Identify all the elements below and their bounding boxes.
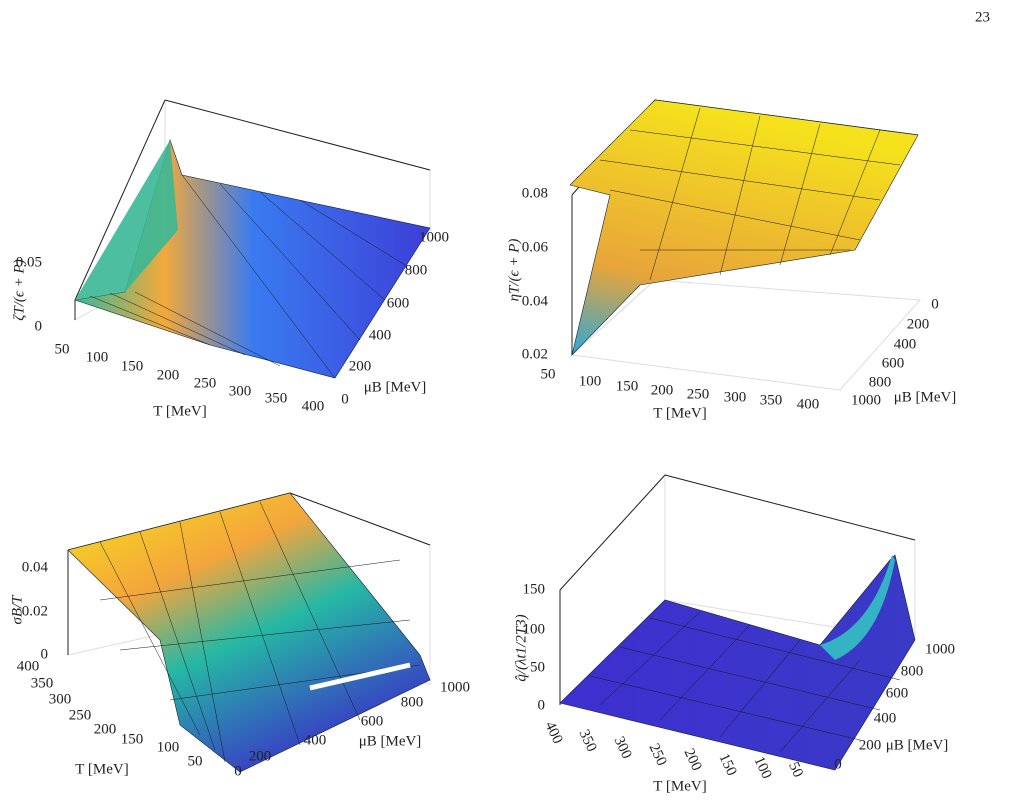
z-tick-label: 0.08 [522, 185, 548, 201]
z-tick-label: 0.04 [522, 293, 549, 309]
x-tick-label: 300 [49, 691, 72, 707]
x-tick-label: 50 [55, 341, 70, 357]
x-tick-label: 200 [157, 367, 180, 383]
x-tick-label: 100 [751, 754, 775, 781]
x-tick-label: 350 [265, 390, 288, 406]
z-axis-label: σB/T [9, 594, 25, 625]
plot-4-frame [559, 473, 916, 771]
x-tick-label: 400 [17, 658, 40, 674]
x-tick-label: 100 [86, 349, 109, 365]
y-tick-label: 1000 [925, 641, 955, 657]
y-tick-label: 600 [361, 713, 384, 729]
y-tick-label: 800 [401, 694, 424, 710]
z-tick-label: 0.02 [22, 603, 48, 619]
y-tick-label: 800 [901, 663, 924, 679]
y-tick-label: 200 [249, 748, 272, 764]
y-tick-label: 400 [894, 336, 917, 352]
x-tick-label: 300 [611, 734, 635, 761]
x-tick-label: 250 [687, 386, 710, 402]
x-tick-label: 150 [716, 751, 740, 778]
y-axis-label: μB [MeV] [364, 379, 427, 395]
x-tick-label: 50 [188, 753, 203, 769]
y-tick-label: 400 [369, 327, 392, 343]
y-tick-label: 0 [234, 763, 242, 779]
z-tick-label: 50 [530, 659, 545, 675]
y-axis-label: μB [MeV] [894, 389, 957, 405]
x-tick-label: 200 [681, 746, 705, 773]
x-tick-label: 350 [31, 675, 54, 691]
y-tick-label: 1000 [440, 679, 470, 695]
x-tick-label: 350 [576, 727, 600, 754]
y-tick-label: 800 [869, 374, 892, 390]
z-tick-label: 0.04 [22, 559, 49, 575]
x-tick-label: 150 [121, 731, 144, 747]
z-tick-label: 0 [35, 318, 43, 334]
x-tick-label: 50 [541, 366, 556, 382]
z-tick-label: 100 [523, 621, 546, 637]
x-tick-label: 150 [616, 378, 639, 394]
z-axis-label: ηT/(ϵ + P) [506, 239, 522, 302]
y-tick-label: 600 [886, 685, 909, 701]
page-number: 23 [975, 9, 990, 25]
x-tick-label: 300 [229, 383, 252, 399]
x-axis-label: T [MeV] [653, 778, 706, 794]
x-tick-label: 250 [69, 707, 92, 723]
z-tick-label: 0.05 [16, 254, 42, 270]
x-tick-label: 150 [121, 358, 144, 374]
y-tick-label: 0 [341, 391, 349, 407]
x-axis-label: T [MeV] [653, 405, 706, 421]
x-tick-label: 300 [724, 389, 747, 405]
y-tick-label: 600 [387, 295, 410, 311]
y-tick-label: 200 [907, 316, 930, 332]
y-tick-label: 400 [304, 732, 327, 748]
x-tick-label: 200 [651, 382, 674, 398]
z-axis-label: ζT/(ϵ + P) [11, 259, 27, 320]
z-axis-label: q̂/(λt1/2T3) [513, 614, 529, 681]
y-tick-label: 0 [834, 756, 842, 772]
y-tick-label: 600 [882, 355, 905, 371]
x-axis-label: T [MeV] [75, 761, 128, 777]
x-tick-label: 200 [94, 721, 117, 737]
y-tick-label: 800 [405, 262, 428, 278]
z-tick-label: 0 [41, 646, 49, 662]
z-tick-label: 0.06 [522, 239, 549, 255]
y-tick-label: 0 [931, 296, 939, 312]
plot-1-frame [74, 99, 431, 379]
plot-3-frame [67, 492, 431, 773]
x-tick-label: 250 [194, 375, 217, 391]
z-tick-label: 0.02 [522, 346, 548, 362]
plot-2-frame [569, 98, 922, 391]
z-tick-label: 0 [538, 697, 546, 713]
x-axis-label: T [MeV] [153, 403, 206, 419]
x-tick-label: 350 [760, 392, 783, 408]
y-tick-label: 400 [874, 710, 897, 726]
x-tick-label: 250 [646, 741, 670, 768]
x-tick-label: 100 [579, 373, 602, 389]
y-tick-label: 1000 [851, 392, 881, 408]
y-tick-label: 200 [349, 358, 372, 374]
x-tick-label: 400 [797, 396, 820, 412]
y-tick-label: 1000 [419, 229, 449, 245]
y-axis-label: μB [MeV] [886, 737, 949, 753]
y-tick-label: 200 [859, 737, 882, 753]
x-tick-label: 100 [157, 739, 180, 755]
z-tick-label: 150 [523, 581, 546, 597]
x-tick-label: 50 [785, 760, 806, 780]
x-tick-label: 400 [542, 719, 566, 746]
y-axis-label: μB [MeV] [359, 733, 422, 749]
x-tick-label: 400 [302, 398, 325, 414]
